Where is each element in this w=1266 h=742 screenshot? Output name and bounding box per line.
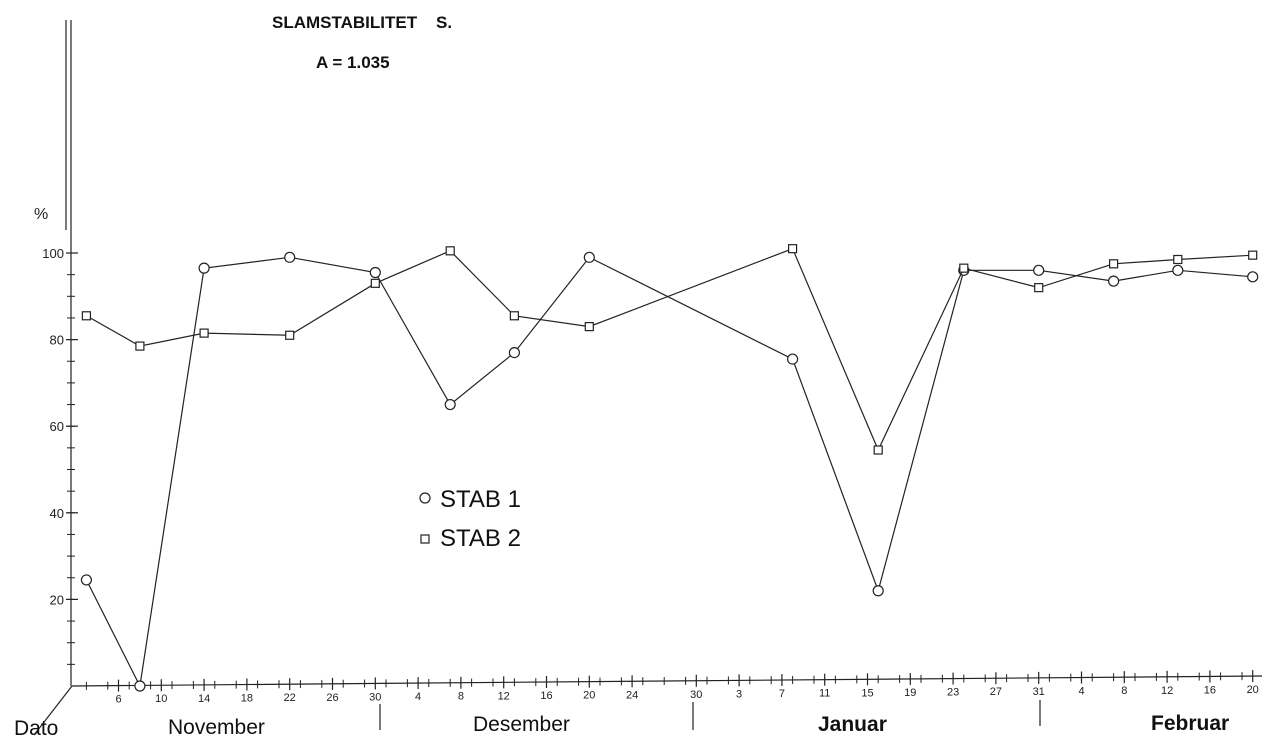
stab1-point	[1107, 275, 1120, 287]
stab1-point	[1033, 264, 1045, 276]
month-februar: Februar	[1151, 712, 1230, 735]
y-tick-label: 40	[50, 506, 64, 521]
y-tick-label: 100	[42, 246, 64, 261]
x-tick-label: 4	[415, 691, 421, 703]
stab1-point	[583, 251, 595, 263]
x-tick-label: 12	[1161, 685, 1173, 697]
x-tick-label: 31	[1033, 686, 1045, 698]
x-tick-label: 30	[369, 691, 381, 703]
stab2-point	[1173, 254, 1183, 265]
stab2-point	[1034, 283, 1044, 293]
stab1-point	[134, 680, 146, 692]
x-tick-label: 22	[284, 692, 296, 704]
legend-marker-stab1	[419, 492, 431, 504]
x-tick-label: 7	[779, 688, 785, 700]
stab2-point	[285, 330, 295, 340]
x-tick-label: 3	[736, 688, 742, 700]
stab1-point	[786, 353, 799, 365]
x-tick-label: 18	[241, 693, 253, 705]
stab1-point	[80, 574, 93, 586]
stab1-point	[872, 585, 884, 597]
x-tick-label: 6	[115, 694, 121, 706]
stab1-point	[1172, 264, 1184, 276]
stab2-point	[584, 322, 594, 332]
y-tick-label: 60	[50, 419, 64, 434]
stab2-point	[873, 445, 883, 455]
x-tick-label: 20	[1247, 684, 1259, 696]
stab2-point	[1108, 259, 1119, 269]
stab2-point	[81, 311, 92, 321]
stab1-point	[508, 346, 521, 359]
stab2-point	[959, 263, 969, 273]
legend-label-stab1: STAB 1	[440, 486, 521, 513]
stab2-point	[445, 246, 455, 256]
chart-subtitle: A = 1.035	[316, 53, 390, 72]
x-tick-label: 10	[155, 693, 167, 705]
x-tick-label: 24	[626, 689, 638, 701]
stab1-point	[369, 266, 381, 279]
month-november: November	[168, 716, 265, 739]
x-tick-label: 8	[1121, 685, 1127, 697]
chart-title: SLAMSTABILITET S.	[272, 13, 453, 32]
x-tick-label: 11	[819, 688, 830, 700]
series-layer	[80, 244, 1259, 692]
series-line-2	[86, 247, 1253, 452]
y-tick-label: 20	[50, 592, 64, 607]
stab2-point	[370, 278, 380, 288]
y-axis-label: %	[34, 206, 48, 223]
x-axis-line	[71, 675, 1263, 687]
x-tick-label: 19	[904, 687, 916, 699]
x-tick-label: 12	[498, 690, 510, 702]
x-tick-label: 20	[583, 690, 595, 702]
y-tick-label: 80	[50, 333, 64, 348]
x-tick-label: 16	[1204, 684, 1216, 696]
stab1-point	[284, 251, 296, 263]
stab2-point	[1248, 250, 1258, 260]
x-axis-ticks: 6 10 14 18 22 26 30 4 8 12 16 20 24 30 3 7 11 15 19 23 27 31 4…	[85, 670, 1259, 706]
legend-marker-stab2	[420, 534, 430, 544]
x-tick-label: 8	[458, 691, 464, 703]
x-tick-label: 16	[540, 690, 552, 702]
stab2-point	[509, 311, 519, 321]
legend-label-stab2: STAB 2	[440, 525, 521, 552]
stab2-point	[787, 244, 798, 254]
stab2-point	[199, 328, 209, 338]
y-axis-ticks: 20 40 60 80 100%	[34, 206, 78, 665]
x-axis-label-dato: Dato	[14, 717, 59, 740]
legend	[419, 492, 431, 544]
x-tick-label: 27	[990, 686, 1002, 698]
x-tick-label: 26	[326, 692, 338, 704]
axes	[33, 20, 1263, 736]
stab1-point	[444, 398, 456, 411]
x-tick-label: 30	[690, 689, 702, 701]
x-tick-label: 4	[1078, 686, 1084, 698]
stab2-point	[135, 341, 145, 351]
corner-diagonal-line	[33, 685, 73, 736]
month-desember: Desember	[473, 713, 570, 736]
series-line-1	[85, 256, 1253, 688]
x-tick-label: 23	[947, 687, 959, 699]
month-januar: Januar	[818, 713, 887, 736]
x-tick-label: 14	[198, 693, 210, 705]
x-tick-label: 15	[861, 687, 873, 699]
stab1-point	[1247, 271, 1259, 283]
stab1-point	[198, 262, 210, 274]
